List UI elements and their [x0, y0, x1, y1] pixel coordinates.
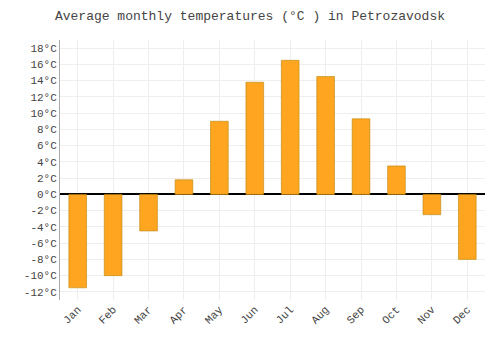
svg-text:Dec: Dec [451, 304, 473, 326]
svg-text:Jan: Jan [61, 304, 83, 326]
svg-text:16°C: 16°C [30, 59, 57, 71]
svg-text:Oct: Oct [380, 304, 402, 326]
svg-text:-2°C: -2°C [30, 205, 57, 217]
svg-text:Apr: Apr [167, 304, 189, 326]
svg-text:Nov: Nov [415, 304, 438, 327]
svg-text:-8°C: -8°C [30, 254, 57, 266]
svg-text:Aug: Aug [309, 304, 331, 326]
svg-text:0°C: 0°C [37, 189, 57, 201]
svg-text:14°C: 14°C [30, 75, 57, 87]
svg-text:Jul: Jul [274, 304, 296, 326]
svg-text:18°C: 18°C [30, 43, 57, 55]
svg-text:May: May [203, 304, 226, 327]
svg-text:Average monthly temperatures (: Average monthly temperatures (°C ) in Pe… [55, 9, 445, 24]
svg-text:-4°C: -4°C [30, 222, 57, 234]
svg-text:2°C: 2°C [37, 173, 57, 185]
svg-text:-12°C: -12°C [24, 287, 57, 299]
svg-text:10°C: 10°C [30, 108, 57, 120]
svg-text:-10°C: -10°C [24, 270, 57, 282]
svg-text:Sep: Sep [345, 304, 367, 326]
svg-text:-6°C: -6°C [30, 238, 57, 250]
svg-text:Mar: Mar [132, 304, 154, 326]
svg-text:8°C: 8°C [37, 124, 57, 136]
svg-text:4°C: 4°C [37, 157, 57, 169]
svg-text:12°C: 12°C [30, 92, 57, 104]
svg-text:Jun: Jun [238, 304, 260, 326]
svg-text:6°C: 6°C [37, 140, 57, 152]
svg-text:Feb: Feb [97, 304, 119, 326]
